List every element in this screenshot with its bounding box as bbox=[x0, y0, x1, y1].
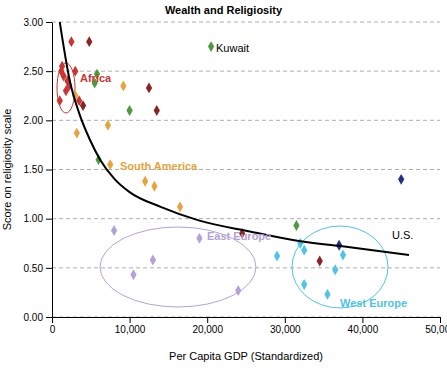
annotation: U.S. bbox=[392, 229, 413, 241]
y-axis-line bbox=[52, 23, 53, 318]
x-tick: 50,000 bbox=[425, 317, 447, 335]
data-point bbox=[196, 233, 202, 244]
data-point bbox=[59, 61, 65, 72]
data-point bbox=[324, 289, 330, 300]
grid-line bbox=[52, 22, 440, 23]
chart: 0 10,000 20,000 30,000 40,000 50,000 0.00 0.50 1… bbox=[0, 0, 447, 370]
x-tick-label: 0 bbox=[50, 324, 56, 335]
y-tick-mark bbox=[46, 71, 52, 72]
data-point bbox=[317, 256, 323, 267]
grid-line bbox=[52, 317, 440, 318]
x-tick-label: 20,000 bbox=[192, 324, 223, 335]
x-tick-mark bbox=[362, 317, 363, 323]
x-axis-title: Per Capita GDP (Standardized) bbox=[169, 350, 323, 362]
y-tick-label: 2.50 bbox=[24, 66, 44, 77]
annotation: East Europe bbox=[207, 230, 271, 242]
x-tick-label: 40,000 bbox=[348, 324, 379, 335]
x-tick-mark bbox=[440, 317, 441, 323]
x-tick-mark bbox=[285, 317, 286, 323]
data-point bbox=[120, 80, 126, 91]
data-point bbox=[340, 250, 346, 261]
x-tick: 10,000 bbox=[115, 317, 146, 335]
y-tick-label: 1.00 bbox=[24, 213, 44, 224]
y-tick-mark bbox=[46, 22, 52, 23]
data-point bbox=[301, 279, 307, 290]
x-tick: 20,000 bbox=[192, 317, 223, 335]
y-tick-mark bbox=[46, 120, 52, 121]
data-point bbox=[111, 225, 117, 236]
y-axis-title: Score on religiosity scale bbox=[1, 109, 13, 231]
data-point bbox=[151, 181, 157, 192]
data-point bbox=[208, 41, 214, 52]
data-point bbox=[177, 201, 183, 212]
y-tick: 1.00 bbox=[24, 213, 52, 224]
data-point bbox=[80, 100, 86, 111]
data-point bbox=[154, 105, 160, 116]
y-tick-mark bbox=[46, 219, 52, 220]
data-point bbox=[57, 95, 63, 106]
x-tick-mark bbox=[52, 317, 53, 323]
x-tick: 0 bbox=[50, 317, 56, 335]
data-point bbox=[72, 66, 78, 77]
annotation: Africa bbox=[80, 72, 112, 84]
y-tick-mark bbox=[46, 317, 52, 318]
data-point bbox=[126, 105, 132, 116]
x-tick: 30,000 bbox=[270, 317, 301, 335]
y-tick-mark bbox=[46, 268, 52, 269]
x-axis: 0 10,000 20,000 30,000 40,000 50,000 bbox=[50, 317, 447, 335]
data-point bbox=[398, 174, 404, 185]
annotation: South America bbox=[120, 160, 198, 172]
data-point bbox=[293, 220, 299, 231]
data-point bbox=[301, 245, 307, 256]
x-tick-label: 50,000 bbox=[425, 324, 447, 335]
grid-line bbox=[52, 218, 440, 219]
data-point bbox=[142, 176, 148, 187]
y-tick-label: 0.50 bbox=[24, 263, 44, 274]
data-point bbox=[274, 251, 280, 262]
grid-line bbox=[52, 120, 440, 121]
x-axis-line bbox=[53, 317, 441, 318]
data-point bbox=[86, 36, 92, 47]
x-tick-mark bbox=[130, 317, 131, 323]
data-point bbox=[235, 285, 241, 296]
y-tick: 2.50 bbox=[24, 66, 52, 77]
region-ellipse bbox=[292, 226, 388, 308]
y-axis: 0.00 0.50 1.00 1.50 2.00 2.50 3.00 bbox=[24, 17, 53, 323]
data-point bbox=[74, 128, 80, 139]
y-tick: 1.50 bbox=[24, 164, 52, 175]
y-tick-label: 2.00 bbox=[24, 115, 44, 126]
data-point bbox=[68, 36, 74, 47]
y-tick: 3.00 bbox=[24, 17, 52, 28]
data-point bbox=[105, 120, 111, 131]
x-tick-label: 30,000 bbox=[270, 324, 301, 335]
data-point bbox=[297, 238, 303, 249]
grid bbox=[52, 22, 440, 317]
y-tick-label: 1.50 bbox=[24, 164, 44, 175]
data-point bbox=[150, 255, 156, 266]
chart-title: Wealth and Religiosity bbox=[165, 4, 283, 16]
y-tick: 0.50 bbox=[24, 263, 52, 274]
x-tick-label: 10,000 bbox=[115, 324, 146, 335]
data-point bbox=[130, 269, 136, 280]
y-tick-mark bbox=[46, 170, 52, 171]
y-tick: 0.00 bbox=[24, 312, 52, 323]
data-point bbox=[332, 264, 338, 275]
region-outlines bbox=[57, 63, 388, 308]
grid-line bbox=[52, 267, 440, 268]
data-point bbox=[107, 159, 113, 170]
x-tick-mark bbox=[207, 317, 208, 323]
y-tick-label: 3.00 bbox=[24, 17, 44, 28]
y-tick-label: 0.00 bbox=[24, 312, 44, 323]
trend-line bbox=[60, 22, 409, 255]
annotation: West Europe bbox=[340, 297, 407, 309]
plot-area bbox=[57, 22, 409, 300]
data-point bbox=[146, 82, 152, 93]
annotation: Kuwait bbox=[216, 42, 249, 54]
y-tick: 2.00 bbox=[24, 115, 52, 126]
x-tick: 40,000 bbox=[348, 317, 379, 335]
